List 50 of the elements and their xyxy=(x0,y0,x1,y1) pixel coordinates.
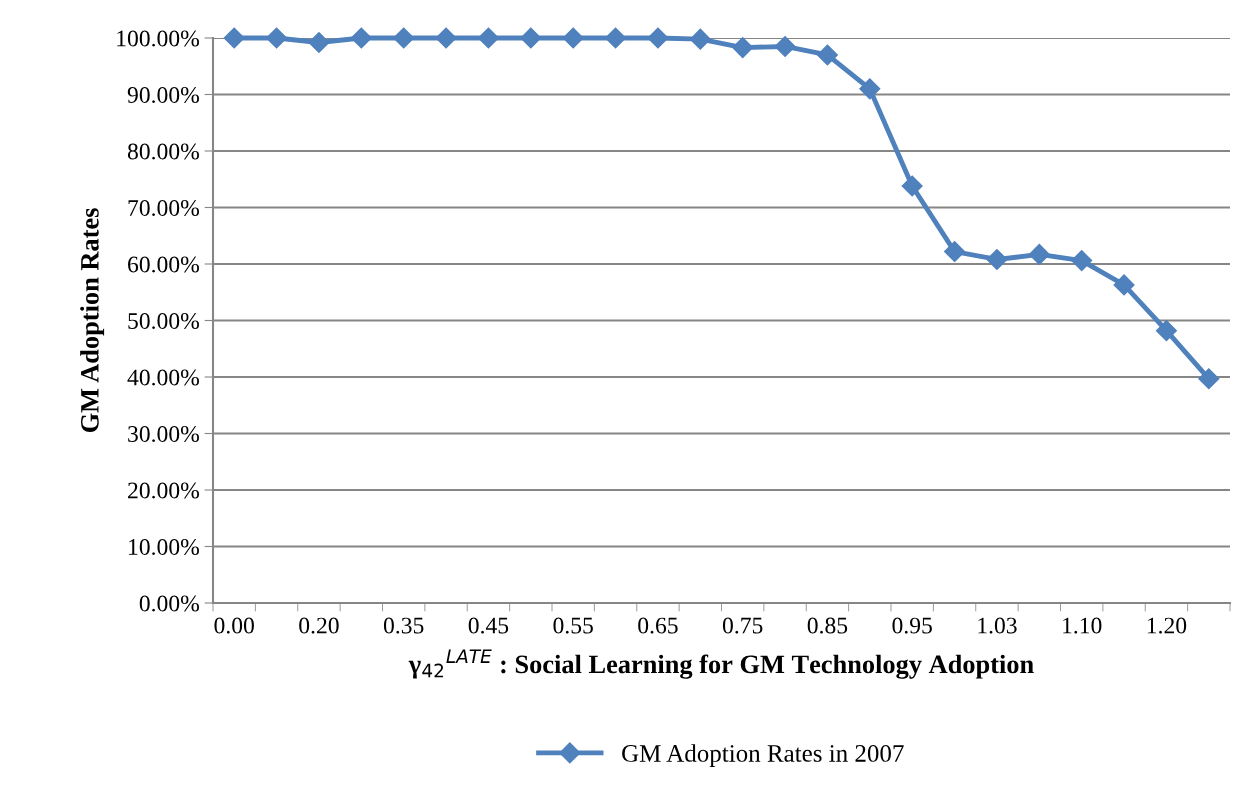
point xyxy=(562,27,584,49)
y-tick-label: 10.00% xyxy=(129,538,199,556)
point xyxy=(859,78,881,100)
point xyxy=(944,241,966,263)
x-tick-label: 0.95 xyxy=(892,617,932,634)
x-tick-label: 0.75 xyxy=(722,617,763,634)
x-tick-label: 0.85 xyxy=(807,617,848,634)
point xyxy=(350,27,372,49)
point xyxy=(1071,250,1093,272)
point xyxy=(689,28,711,50)
x-tick-label: 0.20 xyxy=(299,617,339,634)
x-tick-label: 1.10 xyxy=(1063,617,1102,634)
x-axis-title: γ$_{42}$$^{LATE}$ : Social Learning for GM Technology Adoption xyxy=(408,649,1034,679)
y-tick-label: 20.00% xyxy=(128,482,199,499)
y-tick-label: 30.00% xyxy=(128,425,199,443)
legend-label: GM Adoption Rates in 2007 xyxy=(622,744,904,767)
point xyxy=(393,27,415,49)
x-tick-label: 0.45 xyxy=(468,617,509,634)
x-tick-label: 0.65 xyxy=(638,617,678,634)
y-tick-label: 40.00% xyxy=(127,369,199,386)
y-tick-label: 70.00% xyxy=(128,199,199,217)
y-tick-label: 60.00% xyxy=(128,256,199,273)
y-axis-title: GM Adoption Rates xyxy=(80,208,105,433)
point xyxy=(647,27,669,49)
x-tick-label: 0.55 xyxy=(553,617,593,634)
point xyxy=(732,37,754,59)
point xyxy=(1113,274,1135,296)
y-tick-label: 0.00% xyxy=(139,595,199,612)
y-tick-label: 100.00% xyxy=(117,30,199,47)
point xyxy=(816,44,838,66)
point xyxy=(774,35,796,57)
y-tick-label: 80.00% xyxy=(127,143,199,160)
point xyxy=(901,175,923,197)
x-tick-label: 1.03 xyxy=(978,617,1017,634)
y-tick-label: 50.00% xyxy=(128,312,199,330)
x-tick-label: 1.20 xyxy=(1147,617,1187,634)
point xyxy=(477,27,499,49)
point xyxy=(266,27,288,49)
point xyxy=(223,27,245,49)
point xyxy=(520,27,542,49)
point xyxy=(308,32,330,54)
point xyxy=(435,27,457,49)
point xyxy=(1155,320,1177,342)
point xyxy=(605,27,627,49)
y-tick-label: 90.00% xyxy=(127,86,199,104)
x-tick-label: 0.35 xyxy=(383,617,424,634)
x-tick-label: 0.00 xyxy=(214,617,254,634)
point xyxy=(986,248,1008,270)
point xyxy=(1028,243,1050,265)
point xyxy=(1198,368,1220,390)
